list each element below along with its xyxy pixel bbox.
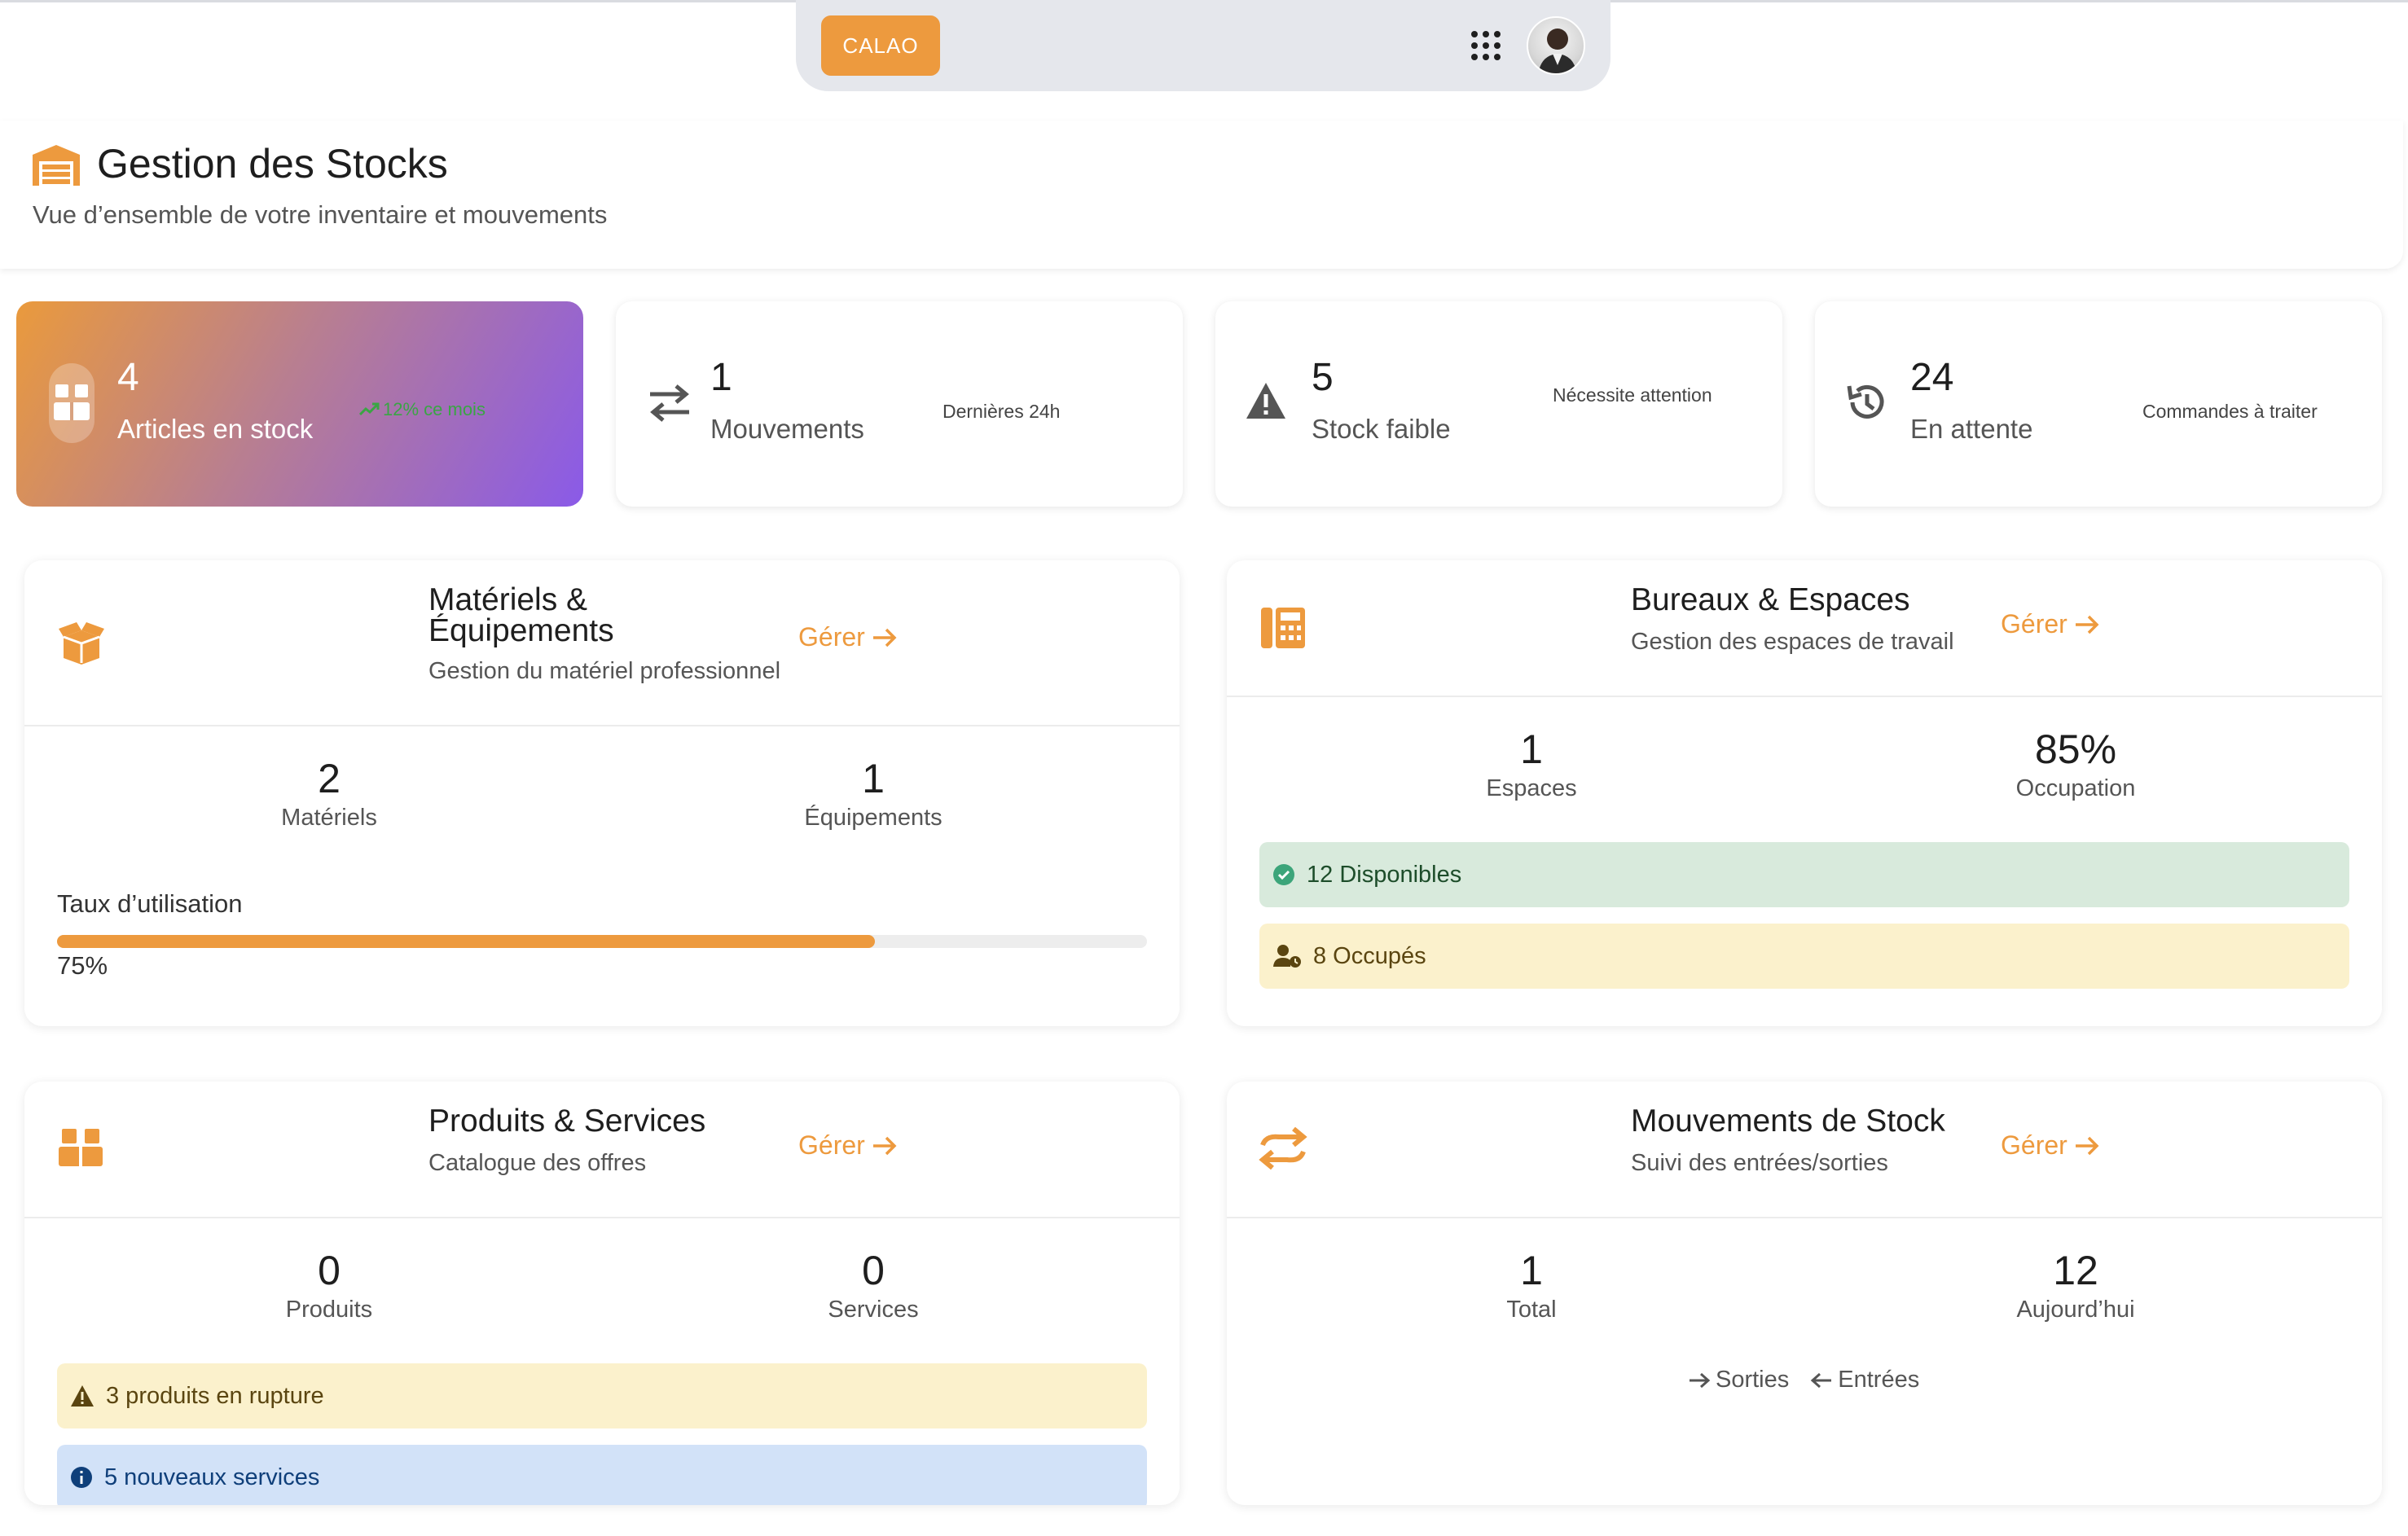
metric-today: 12 Aujourd’hui (2016, 1248, 2135, 1323)
card-subtitle: Suivi des entrées/sorties (1631, 1150, 1888, 1176)
new-services-banner: 5 nouveaux services (57, 1445, 1147, 1505)
trend-up-icon (358, 402, 380, 416)
manage-link[interactable]: Gérer (798, 622, 898, 652)
stat-label: Articles en stock (117, 414, 314, 444)
movement-legend: Sorties Entrées (1688, 1367, 1919, 1393)
card-subtitle: Catalogue des offres (428, 1150, 647, 1176)
warning-icon (71, 1385, 94, 1407)
usage-progress-bar (57, 935, 1147, 948)
brand-button[interactable]: CALAO (821, 15, 940, 76)
occupied-banner: 8 Occupés (1259, 924, 2349, 989)
manage-link[interactable]: Gérer (2001, 1130, 2100, 1161)
stat-note: 12% ce mois (383, 399, 486, 419)
offices-card: Bureaux & Espaces Gestion des espaces de… (1227, 560, 2382, 1026)
top-nav: CALAO (796, 0, 1610, 91)
stat-label: Mouvements (710, 414, 864, 444)
arrow-left-icon (1811, 1372, 1832, 1388)
stat-note: Dernières 24h (943, 401, 1061, 422)
card-header (24, 1082, 1180, 1218)
card-header (1227, 560, 2382, 697)
card-title: Matériels & Équipements (428, 582, 614, 648)
materials-card: Matériels & Équipements Gestion du matér… (24, 560, 1180, 1026)
manage-link[interactable]: Gérer (798, 1130, 898, 1161)
card-header (24, 560, 1180, 726)
movements-card: Mouvements de Stock Suivi des entrées/so… (1227, 1082, 2382, 1505)
exits-item: Sorties (1688, 1367, 1789, 1393)
usage-value: 75% (57, 951, 108, 980)
avatar[interactable] (1527, 16, 1585, 75)
stat-label: En attente (1910, 414, 2033, 444)
metric-products: 0 Produits (285, 1248, 373, 1323)
stat-value: 5 (1312, 356, 1334, 399)
stat-card-movements[interactable]: 1 Mouvements Dernières 24h (616, 301, 1183, 507)
stat-value: 1 (710, 356, 732, 399)
arrow-right-icon (1690, 1372, 1711, 1388)
rupture-banner: 3 produits en rupture (57, 1363, 1147, 1428)
usage-label: Taux d’utilisation (57, 889, 243, 918)
entries-item: Entrées (1810, 1367, 1919, 1393)
arrows-exchange-icon (1259, 1127, 1307, 1170)
metric-occupation: 85% Occupation (2015, 726, 2136, 801)
card-title: Bureaux & Espaces (1631, 582, 1910, 617)
card-subtitle: Gestion des espaces de travail (1631, 629, 1954, 655)
info-circle-icon (71, 1467, 92, 1488)
history-icon (1847, 384, 1884, 419)
stat-note: Commandes à traiter (2142, 401, 2318, 422)
stat-trend: 12% ce mois (358, 399, 486, 420)
available-banner: 12 Disponibles (1259, 842, 2349, 907)
page-subtitle: Vue d’ensemble de votre inventaire et mo… (33, 200, 608, 229)
usage-progress-fill (57, 935, 875, 948)
page-header (0, 121, 2403, 269)
stat-note: Nécessite attention (1553, 384, 1712, 406)
stat-card-pending[interactable]: 24 En attente Commandes à traiter (1815, 301, 2382, 507)
warning-icon (1246, 383, 1285, 419)
metric-total: 1 Total (1506, 1248, 1557, 1323)
boxes-icon (54, 384, 90, 420)
manage-link[interactable]: Gérer (2001, 609, 2100, 639)
building-phone-icon (1261, 608, 1305, 648)
card-title: Mouvements de Stock (1631, 1104, 1945, 1139)
arrow-right-icon (2075, 615, 2099, 634)
stat-label: Stock faible (1312, 414, 1451, 444)
check-circle-icon (1273, 864, 1294, 885)
metric-equipments: 1 Équipements (804, 756, 943, 831)
arrow-right-icon (2075, 1136, 2099, 1155)
stat-card-low-stock[interactable]: 5 Stock faible Nécessite attention (1215, 301, 1782, 507)
exchange-icon (650, 384, 689, 422)
user-clock-icon (1273, 945, 1301, 968)
box-open-icon (59, 622, 104, 665)
metric-spaces: 1 Espaces (1486, 726, 1577, 801)
card-subtitle: Gestion du matériel professionnel (428, 658, 781, 684)
stat-value: 24 (1910, 356, 1954, 399)
warehouse-icon (33, 145, 80, 186)
stat-card-stock[interactable]: 4 Articles en stock 12% ce mois (16, 301, 583, 507)
page-title: Gestion des Stocks (97, 141, 448, 187)
metric-materials: 2 Matériels (281, 756, 377, 831)
products-card: Produits & Services Catalogue des offres… (24, 1082, 1180, 1505)
boxes-icon (59, 1129, 103, 1166)
stat-value: 4 (117, 356, 139, 399)
metric-services: 0 Services (828, 1248, 919, 1323)
card-header (1227, 1082, 2382, 1218)
card-title: Produits & Services (428, 1104, 706, 1139)
grid-dots-icon[interactable] (1470, 29, 1502, 62)
arrow-right-icon (872, 1136, 897, 1155)
arrow-right-icon (872, 628, 897, 647)
